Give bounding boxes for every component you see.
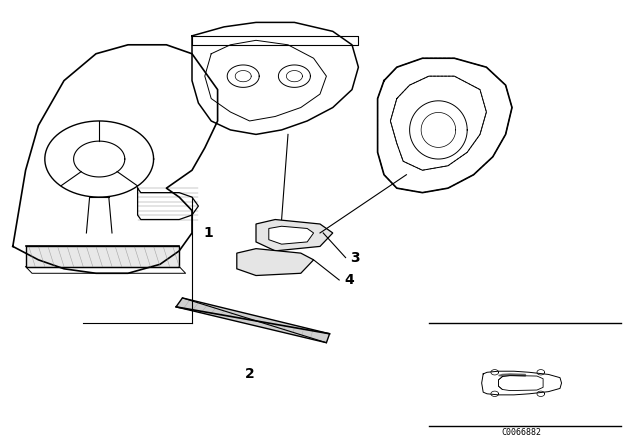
Polygon shape [237,249,314,276]
Polygon shape [176,298,330,343]
Polygon shape [499,374,525,376]
Polygon shape [269,226,314,244]
Polygon shape [256,220,333,251]
Text: 3: 3 [350,250,360,265]
Text: C0066882: C0066882 [502,428,541,437]
Text: 2: 2 [244,367,255,381]
Text: 1: 1 [203,226,213,240]
Text: 4: 4 [344,273,354,287]
Bar [26,246,179,267]
